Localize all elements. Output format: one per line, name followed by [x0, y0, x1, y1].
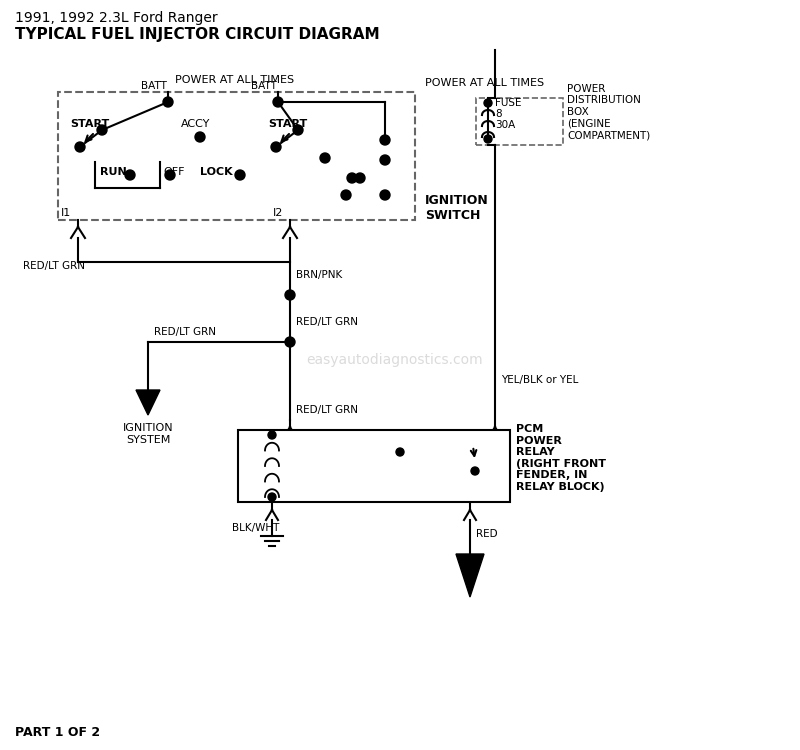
Text: I1: I1 — [61, 208, 71, 218]
Text: START: START — [70, 119, 110, 129]
Circle shape — [273, 97, 283, 107]
Circle shape — [341, 190, 351, 200]
Circle shape — [97, 125, 107, 135]
Circle shape — [320, 153, 330, 163]
Circle shape — [75, 142, 85, 152]
Text: 1991, 1992 2.3L Ford Ranger: 1991, 1992 2.3L Ford Ranger — [15, 11, 218, 25]
Text: BATT: BATT — [251, 81, 277, 91]
Text: 30A: 30A — [495, 120, 515, 130]
Text: RED/LT GRN: RED/LT GRN — [154, 327, 216, 337]
Text: PART 1 OF 2: PART 1 OF 2 — [15, 725, 100, 739]
Text: RED/LT GRN: RED/LT GRN — [23, 261, 85, 271]
Text: START: START — [268, 119, 307, 129]
Text: FUSE: FUSE — [495, 98, 522, 108]
Circle shape — [268, 431, 276, 439]
Circle shape — [285, 290, 295, 300]
Text: RUN: RUN — [100, 167, 126, 177]
Text: easyautodiagnostics.com: easyautodiagnostics.com — [306, 353, 483, 367]
Circle shape — [163, 97, 173, 107]
Circle shape — [165, 170, 175, 180]
Text: IGNITION
SWITCH: IGNITION SWITCH — [425, 194, 489, 222]
Circle shape — [285, 337, 295, 347]
Circle shape — [347, 173, 357, 183]
Circle shape — [268, 493, 276, 501]
Text: RED: RED — [476, 529, 498, 539]
Text: PCM
POWER
RELAY
(RIGHT FRONT
FENDER, IN
RELAY BLOCK): PCM POWER RELAY (RIGHT FRONT FENDER, IN … — [516, 424, 606, 492]
Text: LOCK: LOCK — [200, 167, 233, 177]
Text: ACCY: ACCY — [182, 119, 210, 129]
Circle shape — [195, 132, 205, 142]
Circle shape — [380, 135, 390, 145]
Circle shape — [484, 135, 492, 143]
Text: BATT: BATT — [141, 81, 167, 91]
Text: YEL/BLK or YEL: YEL/BLK or YEL — [501, 375, 578, 385]
Text: TYPICAL FUEL INJECTOR CIRCUIT DIAGRAM: TYPICAL FUEL INJECTOR CIRCUIT DIAGRAM — [15, 26, 380, 41]
Polygon shape — [456, 554, 484, 597]
Circle shape — [235, 170, 245, 180]
Text: 8: 8 — [495, 109, 502, 119]
Text: POWER AT ALL TIMES: POWER AT ALL TIMES — [426, 78, 545, 88]
Circle shape — [484, 99, 492, 107]
Circle shape — [380, 155, 390, 165]
Circle shape — [396, 448, 404, 456]
Circle shape — [271, 142, 281, 152]
Text: I2: I2 — [273, 208, 283, 218]
Circle shape — [355, 173, 365, 183]
Circle shape — [293, 125, 303, 135]
Circle shape — [380, 190, 390, 200]
Polygon shape — [136, 390, 160, 415]
Text: RED/LT GRN: RED/LT GRN — [296, 405, 358, 415]
Text: POWER
DISTRIBUTION
BOX
(ENGINE
COMPARTMENT): POWER DISTRIBUTION BOX (ENGINE COMPARTME… — [567, 84, 650, 140]
Text: IGNITION
SYSTEM: IGNITION SYSTEM — [122, 423, 174, 445]
Text: BLK/WHT: BLK/WHT — [232, 523, 279, 533]
Circle shape — [125, 170, 135, 180]
Text: OFF: OFF — [163, 167, 185, 177]
Text: A: A — [465, 573, 475, 587]
Circle shape — [471, 467, 479, 475]
Text: BRN/PNK: BRN/PNK — [296, 270, 342, 280]
Text: POWER AT ALL TIMES: POWER AT ALL TIMES — [175, 75, 294, 85]
Bar — [238, 430, 510, 502]
Text: RED/LT GRN: RED/LT GRN — [296, 317, 358, 327]
